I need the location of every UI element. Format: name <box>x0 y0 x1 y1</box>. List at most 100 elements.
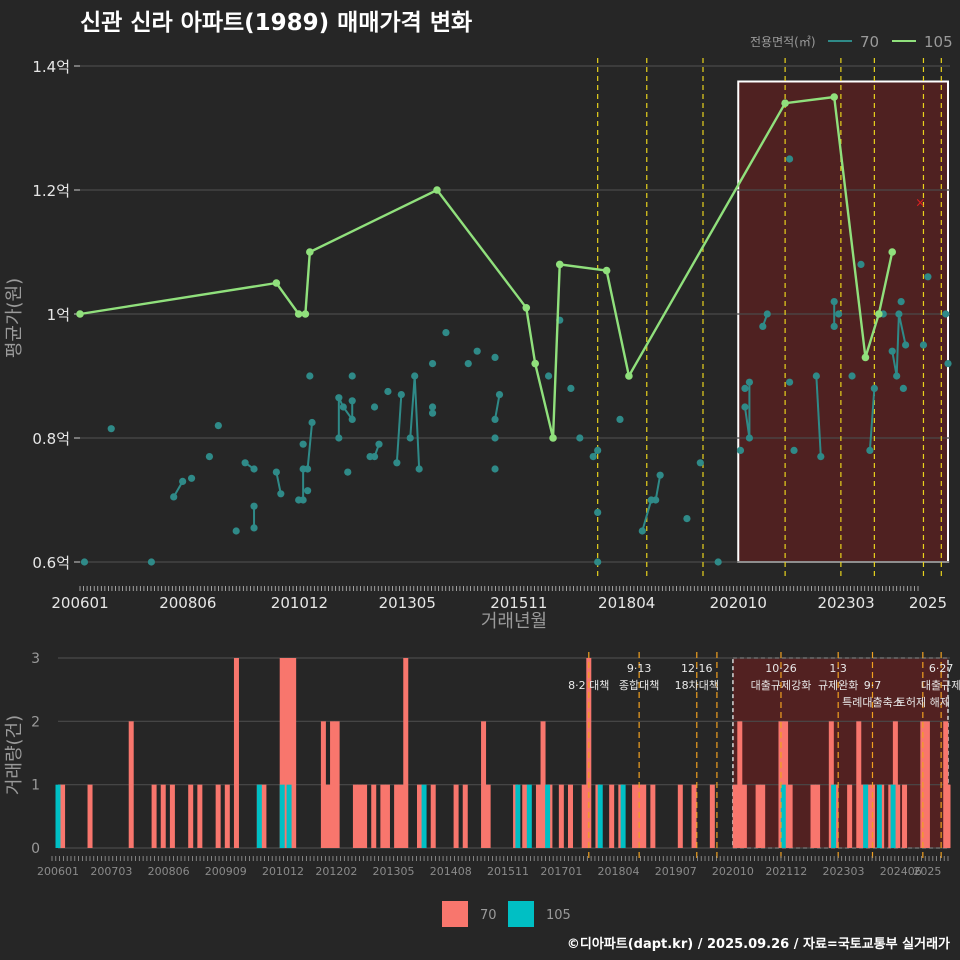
series-70-point <box>335 394 343 402</box>
bar-70 <box>828 721 834 848</box>
x-tick-label: 202303 <box>817 594 874 612</box>
series-70-point <box>866 446 874 454</box>
x-tick-label: 200909 <box>205 865 247 878</box>
bar-70 <box>215 784 221 848</box>
bar-70 <box>581 784 587 848</box>
series-70-point <box>741 403 749 411</box>
bar-70 <box>334 721 340 848</box>
bar-70 <box>261 784 267 848</box>
bar-70 <box>224 784 230 848</box>
bar-70 <box>732 784 738 848</box>
series-70-point <box>250 465 258 473</box>
series-70-line <box>868 388 876 451</box>
legend-label-70: 70 <box>860 33 879 51</box>
bar-70 <box>783 721 789 848</box>
series-70-point <box>375 440 383 448</box>
x-tick-label: 201305 <box>379 594 436 612</box>
bar-70 <box>709 784 715 848</box>
legend-swatch-70 <box>442 901 468 927</box>
series-70-point <box>745 434 754 442</box>
bar-70 <box>320 721 326 848</box>
series-70-point <box>303 487 312 495</box>
y-tick-label: 0.6억 <box>32 554 70 572</box>
series-70-point <box>785 155 794 163</box>
x-tick-label: 201012 <box>271 594 328 612</box>
x-tick-label: 200601 <box>51 594 108 612</box>
series-70-point <box>473 347 481 355</box>
legend-label-105: 105 <box>924 33 953 51</box>
footer-credit: ©디아파트(dapt.kr) / 2025.09.26 / 자료=국토교통부 실… <box>567 936 950 952</box>
bar-70 <box>394 784 400 848</box>
bar-70 <box>188 784 194 848</box>
x-axis-label: 거래년월 <box>481 611 547 632</box>
y-axis-label: 평균가(원) <box>4 278 25 358</box>
policy-annotation: 규제완화 <box>818 679 858 692</box>
series-105-point <box>301 310 310 318</box>
legend-swatch-105 <box>508 901 534 927</box>
bar-70 <box>892 721 898 848</box>
bar-70 <box>160 784 166 848</box>
bar-70 <box>609 784 615 848</box>
bar-70 <box>398 784 404 848</box>
series-105-point <box>522 304 531 312</box>
series-70-point <box>442 329 450 337</box>
bar-105 <box>545 784 551 848</box>
bar-105 <box>863 784 869 848</box>
bar-70 <box>677 784 683 848</box>
series-70-point <box>344 468 352 476</box>
x-tick-label: 201408 <box>430 865 472 878</box>
highlight-box-bottom <box>732 657 949 849</box>
bar-70 <box>760 784 766 848</box>
y-tick-label: 2 <box>31 714 40 730</box>
x-tick-label: 200806 <box>159 594 216 612</box>
bar-105 <box>421 784 427 848</box>
series-70-line <box>815 375 822 457</box>
series-70-point <box>406 434 414 442</box>
series-70-point <box>817 453 825 461</box>
bar-70 <box>462 784 468 848</box>
series-70-point <box>944 360 952 368</box>
bar-105 <box>515 784 521 848</box>
bar-70 <box>403 658 409 848</box>
bar-105 <box>597 784 603 848</box>
series-70-point <box>656 471 664 479</box>
policy-annotation: 종합대책 <box>619 679 659 692</box>
series-70-point <box>495 391 504 399</box>
y-tick-label: 1 <box>31 778 40 794</box>
series-70-point <box>888 347 896 355</box>
series-70-point <box>370 453 379 461</box>
series-105-point <box>875 310 883 318</box>
bar-70 <box>691 784 697 848</box>
bar-105 <box>55 784 61 848</box>
series-70-point <box>835 310 843 318</box>
bar-70 <box>650 784 656 848</box>
bar-70 <box>895 784 901 848</box>
x-tick-label: 200806 <box>148 865 190 878</box>
series-70-point <box>335 434 343 442</box>
x-tick-label: 201511 <box>490 594 547 612</box>
bar-70 <box>325 784 331 848</box>
series-70-point <box>638 527 646 535</box>
x-tick-label: 201907 <box>655 865 697 878</box>
policy-annotation: 8·2 대책 <box>568 679 609 692</box>
series-70-point <box>241 459 249 467</box>
series-70-line <box>275 471 282 495</box>
series-70-point <box>428 360 437 368</box>
series-70-line <box>494 394 501 420</box>
series-105-point <box>830 93 839 101</box>
x-tick-label: 202010 <box>712 865 754 878</box>
x-tick-label: 202406 <box>880 865 922 878</box>
policy-annotation: 9·13 <box>627 662 652 675</box>
series-70-line <box>891 313 907 377</box>
y-tick-label: 3 <box>31 651 40 667</box>
series-70-point <box>415 465 423 473</box>
bar-70 <box>815 784 821 848</box>
x-tick-label: 201511 <box>487 865 529 878</box>
bar-70 <box>357 784 363 848</box>
series-70-point <box>924 273 932 281</box>
x-tick-label: 2025 <box>913 865 941 878</box>
bar-70 <box>856 721 862 848</box>
bar-105 <box>876 784 882 848</box>
bar-70 <box>233 658 239 848</box>
